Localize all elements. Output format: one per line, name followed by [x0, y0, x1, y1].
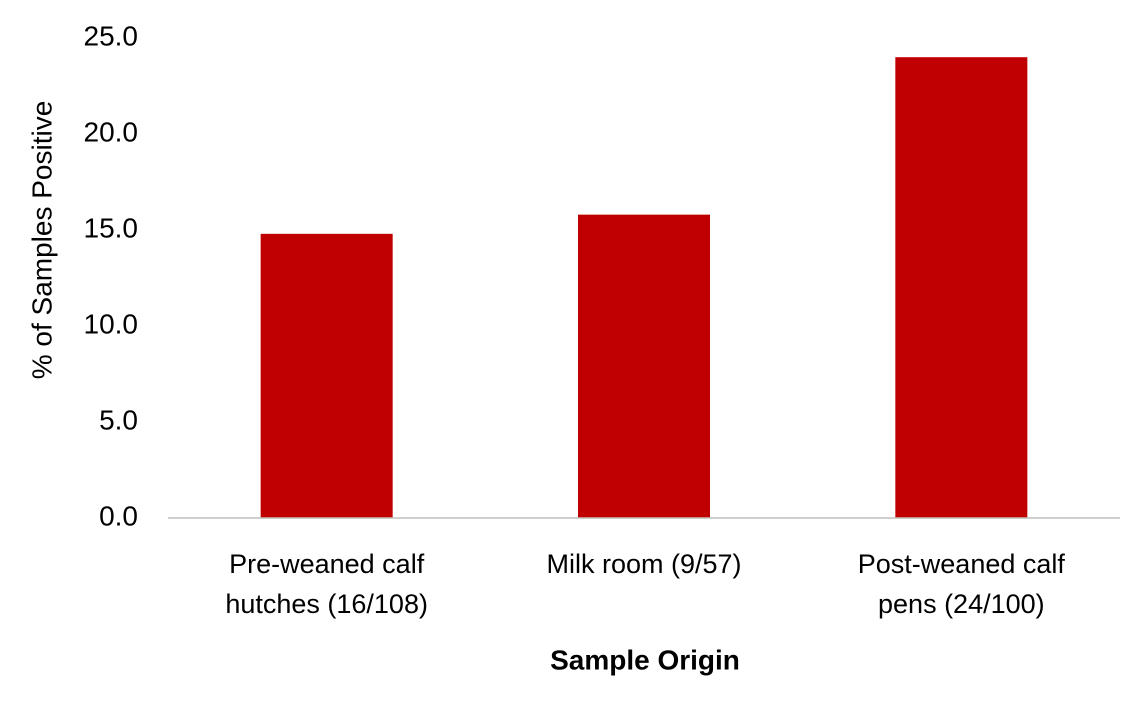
bar: [260, 233, 393, 518]
y-tick-label: 15.0: [84, 212, 139, 243]
x-tick-label: Milk room (9/57): [546, 549, 742, 579]
y-tick-label: 5.0: [99, 404, 138, 435]
y-tick-label: 0.0: [99, 500, 138, 531]
y-axis-title: % of Samples Positive: [26, 101, 57, 380]
x-tick-label: Post-weaned calf pens (24/100): [857, 549, 1065, 619]
bar: [895, 57, 1028, 518]
y-tick-label: 10.0: [84, 308, 139, 339]
y-tick-label: 25.0: [84, 20, 139, 51]
bar: [577, 214, 711, 518]
x-tick-label: Pre-weaned calf hutches (16/108): [225, 549, 428, 619]
x-axis-title: Sample Origin: [550, 644, 740, 675]
y-tick-label: 20.0: [84, 116, 139, 147]
